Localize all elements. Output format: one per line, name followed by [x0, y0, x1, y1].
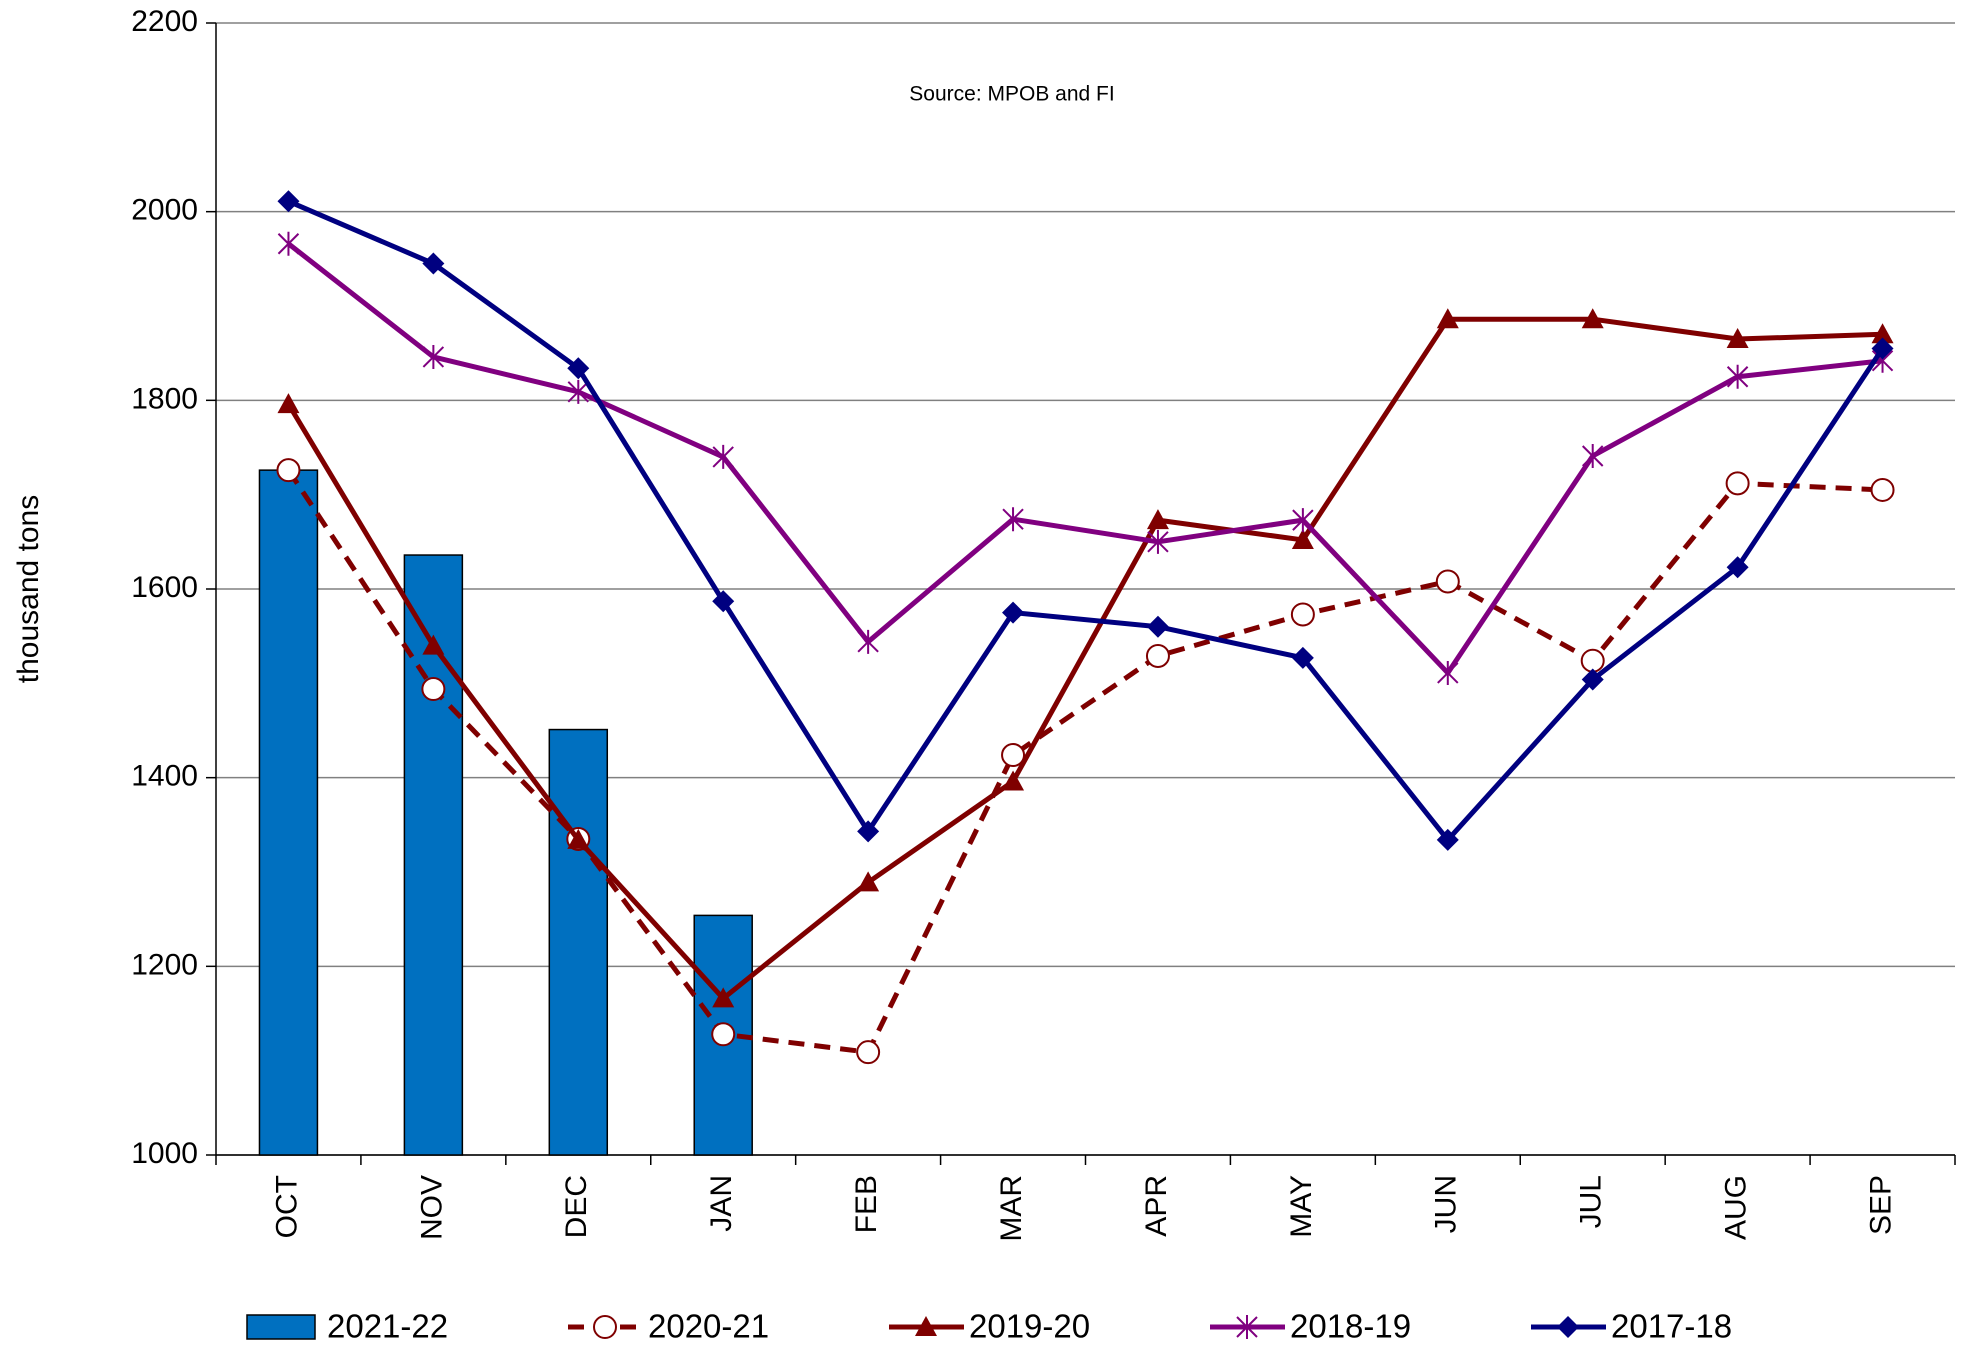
- marker: [1871, 323, 1894, 344]
- marker: [712, 444, 734, 469]
- bar: [548, 728, 609, 1156]
- x-tick-label: MAR: [995, 1175, 1028, 1242]
- marker: [712, 590, 735, 613]
- x-tick-label: JAN: [705, 1175, 738, 1232]
- x-tick-label: MAY: [1285, 1175, 1318, 1238]
- line: [286, 468, 1883, 1055]
- legend-marker: [1557, 1316, 1579, 1338]
- marker: [422, 634, 445, 655]
- legend-marker: [1236, 1315, 1258, 1339]
- marker: [711, 1022, 736, 1047]
- marker: [1726, 556, 1749, 579]
- x-tick-label: JUN: [1430, 1175, 1463, 1233]
- marker: [1146, 509, 1169, 530]
- marker: [277, 190, 300, 213]
- marker: [1147, 529, 1169, 554]
- marker: [422, 344, 445, 369]
- marker: [1290, 602, 1315, 627]
- marker: [1002, 507, 1024, 532]
- legend-marker: [593, 1315, 617, 1339]
- marker: [276, 458, 301, 483]
- marker: [1871, 337, 1894, 360]
- marker: [277, 393, 300, 414]
- marker: [857, 871, 880, 892]
- annotation: Source: MPOB and FI: [909, 83, 1114, 106]
- x-tick-label: APR: [1140, 1175, 1173, 1237]
- marker: [857, 629, 879, 654]
- x-tick-label: FEB: [850, 1175, 883, 1233]
- x-tick-label: OCT: [270, 1175, 303, 1238]
- marker: [1437, 660, 1459, 685]
- marker: [1581, 668, 1604, 691]
- marker: [567, 379, 589, 404]
- line: [286, 316, 1883, 1001]
- x-tick-label: AUG: [1720, 1175, 1753, 1240]
- legend-label: 2021-22: [327, 1308, 448, 1345]
- y-tick-label: 1800: [131, 382, 198, 415]
- marker: [857, 820, 880, 843]
- legend-label: 2019-20: [969, 1308, 1090, 1345]
- marker: [1291, 646, 1314, 669]
- marker: [1870, 477, 1895, 502]
- x-tick-label: DEC: [560, 1175, 593, 1238]
- marker: [1580, 648, 1605, 673]
- y-tick-label: 2200: [131, 5, 198, 38]
- y-tick-label: 2000: [131, 194, 198, 227]
- y-tick-label: 1200: [131, 948, 198, 981]
- y-axis-label: thousand tons: [12, 495, 45, 683]
- marker: [277, 231, 300, 256]
- y-tick-label: 1000: [131, 1137, 198, 1170]
- marker: [1726, 364, 1749, 389]
- bar: [403, 554, 464, 1156]
- marker: [1726, 328, 1749, 349]
- marker: [1436, 828, 1459, 851]
- legend-swatch: [246, 1314, 316, 1340]
- marker: [1581, 308, 1604, 329]
- y-tick-label: 1600: [131, 571, 198, 604]
- legend-marker: [915, 1316, 937, 1336]
- line: [286, 241, 1883, 676]
- marker: [422, 252, 445, 275]
- x-tick-label: NOV: [415, 1175, 448, 1240]
- y-tick-label: 1400: [131, 760, 198, 793]
- marker: [1291, 528, 1314, 549]
- marker: [567, 357, 590, 380]
- marker: [1146, 615, 1169, 638]
- marker: [1435, 569, 1460, 594]
- legend-label: 2020-21: [648, 1308, 769, 1345]
- marker: [1292, 508, 1314, 533]
- legend-label: 2018-19: [1290, 1308, 1411, 1345]
- marker: [856, 1040, 881, 1065]
- x-tick-label: JUL: [1575, 1175, 1608, 1228]
- marker: [1725, 471, 1750, 496]
- bar: [258, 469, 319, 1156]
- marker: [1436, 308, 1459, 329]
- marker: [1145, 643, 1170, 668]
- line: [287, 198, 1885, 843]
- marker: [421, 676, 446, 701]
- marker: [712, 987, 735, 1008]
- marker: [1582, 443, 1604, 468]
- marker: [567, 828, 590, 849]
- x-tick-label: SEP: [1864, 1175, 1897, 1235]
- marker: [1002, 601, 1025, 624]
- legend-label: 2017-18: [1611, 1308, 1732, 1345]
- marker: [1002, 770, 1025, 791]
- marker: [1001, 743, 1026, 768]
